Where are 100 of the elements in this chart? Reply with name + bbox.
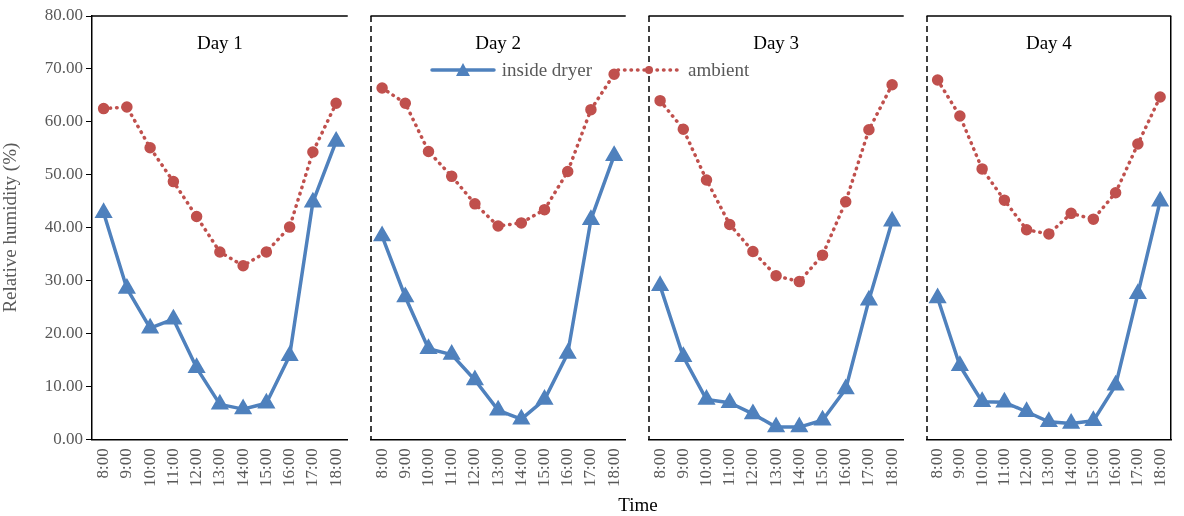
point — [513, 410, 530, 425]
point — [422, 145, 435, 158]
point — [770, 270, 782, 282]
x-tick-label: 16:00 — [279, 448, 299, 488]
x-tick-label: 17:00 — [580, 448, 600, 488]
x-tick-label: 16:00 — [1105, 448, 1125, 488]
point — [536, 390, 553, 405]
point — [677, 123, 690, 135]
point — [652, 277, 668, 292]
x-tick-label: 10:00 — [417, 448, 437, 488]
point — [1041, 413, 1057, 428]
point — [374, 227, 390, 242]
point — [814, 411, 831, 426]
point — [144, 142, 156, 154]
y-tick-label: 70.00 — [44, 58, 83, 78]
point — [307, 146, 319, 158]
point — [998, 194, 1011, 206]
point — [929, 289, 946, 304]
point — [283, 221, 296, 233]
point — [397, 288, 414, 303]
point — [188, 359, 205, 374]
x-tick-label: 18:00 — [603, 448, 623, 488]
y-axis-title: Relative humidity (%) — [0, 142, 22, 313]
x-tick-label: 11:00 — [441, 448, 461, 487]
point — [974, 392, 990, 407]
point — [469, 198, 481, 210]
point — [190, 210, 203, 223]
point — [606, 146, 622, 161]
point — [399, 97, 412, 110]
x-tick-label: 16:00 — [557, 448, 577, 488]
x-tick-label: 8:00 — [927, 448, 947, 479]
point — [376, 82, 388, 94]
point — [260, 246, 273, 258]
x-tick-label: 8:00 — [649, 448, 669, 479]
point — [608, 68, 620, 80]
x-tick-label: 11:00 — [162, 448, 182, 487]
point — [235, 400, 251, 415]
y-tick-label: 30.00 — [44, 270, 83, 290]
point — [328, 132, 344, 147]
y-tick-label: 40.00 — [44, 217, 83, 237]
text: Day 4 — [1025, 31, 1073, 53]
point — [996, 393, 1013, 408]
point — [142, 319, 158, 334]
point — [330, 97, 342, 110]
x-tick-label: 18:00 — [881, 448, 901, 488]
point — [952, 356, 968, 371]
x-tick-label: 15:00 — [533, 448, 553, 488]
x-tick-label: 9:00 — [116, 448, 136, 479]
x-tick-label: 13:00 — [209, 448, 229, 488]
x-tick-label: 17:00 — [1127, 448, 1147, 488]
x-tick-label: 14:00 — [232, 448, 252, 488]
point — [443, 345, 460, 360]
point — [723, 218, 736, 231]
x-tick-label: 10:00 — [695, 448, 715, 488]
x-tick-label: 10:00 — [139, 448, 159, 488]
x-tick-label: 10:00 — [971, 448, 991, 488]
point — [1152, 192, 1168, 207]
point — [467, 371, 483, 386]
x-tick-label: 14:00 — [510, 448, 530, 488]
point — [119, 279, 135, 294]
y-tick-label: 20.00 — [44, 322, 83, 342]
point — [1043, 228, 1055, 240]
point — [654, 94, 666, 107]
point — [976, 163, 988, 175]
point — [791, 418, 808, 433]
x-tick-label: 13:00 — [1038, 448, 1058, 488]
point — [121, 101, 133, 113]
x-tick-label: 15:00 — [255, 448, 275, 488]
point — [1018, 403, 1035, 418]
point — [281, 346, 298, 361]
point — [793, 275, 806, 288]
y-tick-label: 60.00 — [44, 111, 83, 131]
point — [1130, 285, 1146, 300]
point — [561, 165, 574, 178]
x-tick-label: 17:00 — [302, 448, 322, 488]
point — [583, 210, 599, 225]
point — [700, 174, 713, 186]
point — [1087, 213, 1100, 225]
point — [257, 392, 276, 409]
point — [1063, 414, 1079, 429]
x-tick-label: 16:00 — [835, 448, 855, 488]
x-tick-label: 17:00 — [858, 448, 878, 488]
point — [1065, 207, 1077, 220]
point — [97, 102, 110, 115]
point — [559, 344, 576, 359]
text: Day 2 — [475, 31, 522, 53]
point — [861, 291, 877, 306]
x-tick-label: 12:00 — [1016, 448, 1036, 488]
x-tick-label: 15:00 — [1082, 448, 1102, 488]
y-tick-label: 0.00 — [53, 428, 83, 448]
x-tick-label: 9:00 — [949, 448, 969, 479]
x-tick-label: 15:00 — [811, 448, 831, 488]
point — [768, 418, 784, 433]
x-axis-title: Time — [618, 494, 658, 516]
x-tick-label: 8:00 — [93, 448, 113, 479]
point — [747, 245, 759, 258]
x-tick-label: 11:00 — [719, 448, 739, 487]
x-tick-label: 14:00 — [1060, 448, 1080, 488]
point — [585, 103, 597, 116]
x-tick-label: 13:00 — [765, 448, 785, 488]
